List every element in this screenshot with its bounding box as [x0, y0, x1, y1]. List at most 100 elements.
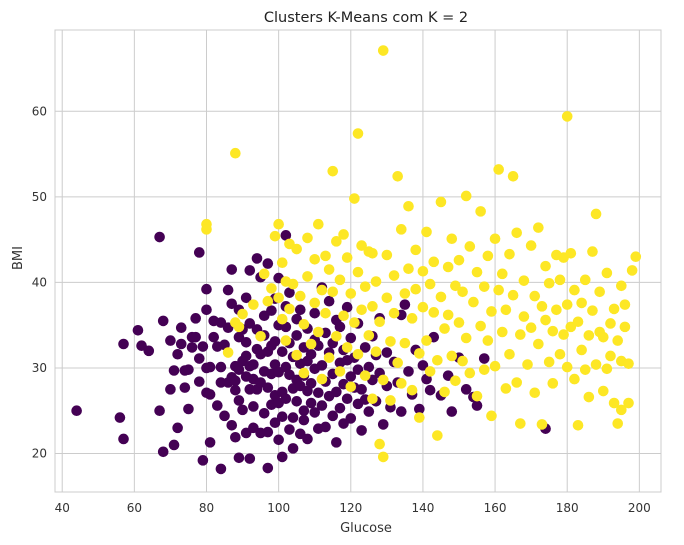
data-point: [478, 364, 490, 375]
data-point: [204, 361, 216, 373]
data-point: [273, 434, 284, 446]
data-point: [576, 297, 587, 309]
data-point: [356, 384, 367, 395]
data-point: [313, 218, 324, 230]
data-point: [248, 299, 259, 310]
data-point: [323, 264, 335, 275]
data-point: [291, 330, 302, 341]
data-point: [356, 240, 367, 251]
data-point: [453, 254, 465, 266]
data-point: [482, 335, 494, 346]
data-point: [367, 393, 378, 405]
data-point: [489, 233, 501, 245]
data-point: [313, 387, 324, 399]
data-point: [233, 395, 245, 406]
data-point: [258, 268, 270, 280]
data-point: [403, 200, 414, 212]
data-point: [165, 384, 176, 395]
data-point: [475, 320, 486, 332]
data-point: [619, 321, 631, 333]
data-point: [193, 353, 205, 364]
data-point: [316, 284, 328, 296]
data-point: [493, 164, 504, 175]
data-point: [316, 400, 328, 411]
x-tick-label: 140: [411, 501, 434, 515]
data-point: [172, 348, 183, 360]
data-point: [258, 407, 270, 419]
data-point: [587, 246, 598, 257]
data-point: [276, 451, 288, 463]
plot-area: [54, 29, 662, 493]
data-point: [377, 419, 389, 430]
data-point: [417, 265, 429, 277]
data-point: [630, 251, 642, 263]
data-point: [345, 413, 357, 424]
data-point: [309, 407, 321, 418]
data-point: [341, 252, 353, 263]
data-point: [327, 410, 339, 422]
data-point: [370, 346, 382, 357]
data-point: [165, 335, 176, 346]
data-point: [356, 304, 367, 316]
data-point: [179, 382, 191, 393]
data-point: [410, 244, 422, 256]
data-point: [561, 361, 573, 373]
data-point: [287, 412, 299, 423]
data-point: [558, 329, 569, 340]
data-point: [377, 374, 389, 386]
data-point: [504, 348, 515, 360]
y-tick-label: 60: [32, 104, 47, 118]
data-point: [284, 303, 295, 315]
data-point: [377, 451, 389, 463]
data-point: [302, 271, 313, 282]
data-point: [287, 443, 299, 454]
data-point: [71, 405, 82, 417]
data-point: [395, 378, 407, 389]
data-point: [331, 330, 342, 342]
data-point: [240, 292, 252, 304]
data-point: [331, 437, 342, 448]
data-point: [118, 433, 129, 445]
chart-title: Clusters K-Means com K = 2: [264, 10, 468, 26]
data-point: [212, 400, 223, 411]
x-axis-ticks: 40 60 80 100 120 140 160 180 200: [55, 501, 651, 515]
data-point: [572, 316, 584, 328]
data-point: [500, 304, 512, 316]
data-point: [529, 290, 541, 302]
data-point: [450, 375, 461, 387]
data-point: [345, 381, 357, 393]
data-point: [320, 250, 331, 262]
data-point: [316, 373, 328, 385]
data-point: [421, 335, 432, 346]
data-point: [442, 309, 454, 321]
data-point: [197, 341, 209, 352]
data-point: [240, 336, 252, 348]
data-point: [482, 250, 494, 262]
data-point: [233, 321, 245, 333]
data-point: [432, 354, 443, 366]
data-point: [432, 430, 443, 441]
x-tick-label: 200: [628, 501, 651, 515]
data-point: [193, 247, 205, 258]
data-point: [237, 308, 248, 320]
data-point: [525, 240, 537, 251]
data-point: [118, 338, 129, 350]
data-point: [367, 301, 378, 312]
data-point: [320, 421, 331, 433]
data-point: [298, 414, 310, 426]
data-point: [237, 404, 248, 416]
data-point: [414, 403, 425, 415]
data-point: [496, 268, 508, 280]
data-point: [287, 278, 299, 290]
y-tick-label: 40: [32, 275, 47, 289]
data-point: [475, 206, 486, 217]
data-point: [612, 335, 624, 346]
data-point: [511, 227, 523, 239]
data-point: [583, 391, 595, 403]
data-point: [305, 338, 317, 350]
data-point: [323, 352, 335, 363]
data-point: [547, 325, 559, 337]
data-points: [71, 45, 642, 475]
data-point: [428, 256, 440, 268]
data-point: [435, 291, 447, 303]
